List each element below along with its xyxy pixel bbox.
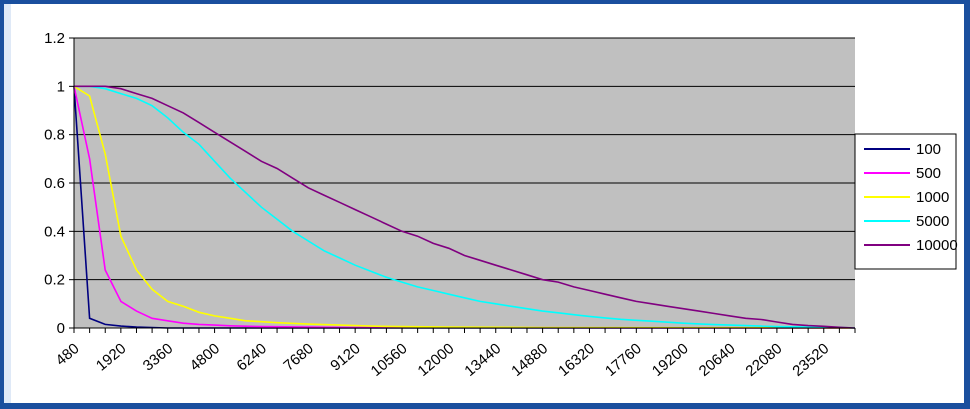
y-tick-label: 1: [57, 78, 65, 95]
y-tick-label: 0.2: [44, 272, 65, 289]
gridlines: [74, 37, 855, 281]
legend-label-100: 100: [916, 141, 941, 158]
x-tick-label: 22080: [743, 340, 786, 380]
x-tick-label: 12000: [415, 340, 458, 380]
y-tick-label: 0.6: [44, 175, 65, 192]
x-tick-label: 4800: [187, 340, 223, 374]
y-tick-label: 0.8: [44, 127, 65, 144]
legend-label-10000: 10000: [916, 237, 958, 254]
series-line-1000: [73, 85, 856, 329]
window-frame: 0 0.2 0.4 0.6 0.8 1 1.2 480 1920 3360 4800 6240 7680…: [4, 4, 964, 403]
legend-label-5000: 5000: [916, 213, 949, 230]
legend-label-500: 500: [916, 165, 941, 182]
line-chart: 0 0.2 0.4 0.6 0.8 1 1.2 480 1920 3360 4800 6240 7680…: [44, 30, 958, 380]
chart-area: 0 0.2 0.4 0.6 0.8 1 1.2 480 1920 3360 4800 6240 7680…: [11, 4, 964, 403]
x-tick-label: 17760: [602, 340, 645, 380]
x-tick-label: 1920: [93, 340, 129, 374]
legend-box: [854, 133, 957, 270]
x-tick-label: 10560: [368, 340, 411, 380]
x-tick-label: 3360: [140, 340, 176, 374]
x-tick-label: 16320: [555, 340, 598, 380]
y-tick-label: 0.4: [44, 223, 65, 240]
series-line-500: [73, 86, 856, 329]
y-tick-label: 1.2: [44, 30, 65, 47]
series-line-10000: [74, 85, 856, 329]
legend: 100 500 1000 5000 10000: [854, 133, 958, 270]
legend-label-1000: 1000: [916, 189, 949, 206]
x-tick-label: 23520: [789, 340, 832, 380]
x-tick-label: 19200: [649, 340, 692, 380]
series-line-5000: [74, 85, 856, 329]
x-tick-label: 7680: [280, 340, 316, 374]
x-tick-label: 13440: [461, 340, 504, 380]
x-tick-label: 14880: [508, 340, 551, 380]
y-tick-label: 0: [57, 320, 65, 337]
x-tick-label: 20640: [696, 340, 739, 380]
x-tick-label: 480: [52, 340, 82, 369]
x-tick-label: 9120: [327, 340, 363, 374]
x-tick-label: 6240: [234, 340, 270, 374]
